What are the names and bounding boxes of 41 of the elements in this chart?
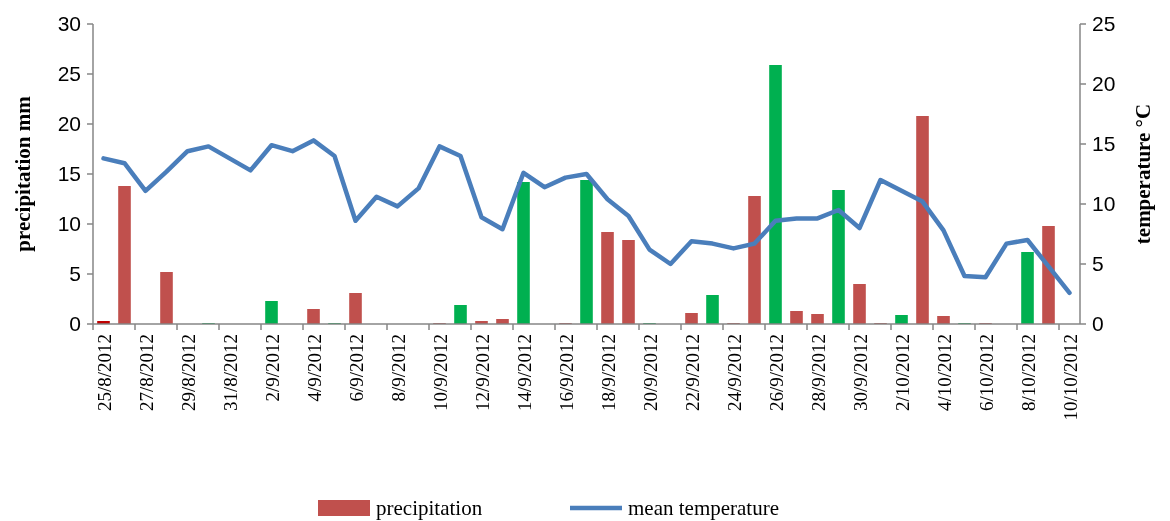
x-tick-label: 29/8/2012 [177, 334, 199, 412]
x-tick-label: 6/9/2012 [345, 334, 367, 402]
y-tick-label: 5 [69, 262, 81, 286]
x-tick-label: 4/9/2012 [303, 334, 325, 402]
y2-tick-label: 10 [1092, 192, 1116, 216]
x-tick-label: 28/9/2012 [807, 334, 829, 412]
x-tick-label: 31/8/2012 [219, 334, 241, 412]
legend-label: mean temperature [628, 496, 779, 521]
x-tick-label: 2/9/2012 [261, 334, 283, 402]
x-tick-label: 25/8/2012 [93, 334, 115, 412]
y-tick-label: 25 [57, 62, 81, 86]
x-tick-label: 24/9/2012 [723, 334, 745, 412]
y-tick-label: 20 [57, 112, 81, 136]
x-tick-label: 30/9/2012 [849, 334, 871, 412]
legend-label: precipitation [376, 496, 483, 521]
x-tick-label: 20/9/2012 [639, 334, 661, 412]
y-tick-label: 15 [57, 162, 81, 186]
x-tick-label: 8/10/2012 [1017, 334, 1039, 412]
x-tick-label: 26/9/2012 [765, 334, 787, 412]
y2-tick-label: 25 [1092, 12, 1116, 36]
y-tick-label: 0 [69, 312, 81, 336]
x-tick-label: 22/9/2012 [681, 334, 703, 412]
x-tick-label: 10/10/2012 [1059, 334, 1081, 421]
y2-tick-label: 20 [1092, 72, 1116, 96]
y2-tick-label: 5 [1092, 252, 1104, 276]
y-tick-label: 10 [57, 212, 81, 236]
y2-axis-title: temperature °C [1131, 103, 1155, 245]
x-tick-label: 16/9/2012 [555, 334, 577, 412]
x-tick-label: 6/10/2012 [975, 334, 997, 412]
x-tick-label: 27/8/2012 [135, 334, 157, 412]
x-tick-label: 12/9/2012 [471, 334, 493, 412]
x-tick-label: 8/9/2012 [387, 334, 409, 402]
y-tick-label: 30 [57, 12, 81, 36]
x-tick-label: 10/9/2012 [429, 334, 451, 412]
x-tick-label: 14/9/2012 [513, 334, 535, 412]
y2-tick-label: 0 [1092, 312, 1104, 336]
y2-tick-label: 15 [1092, 132, 1116, 156]
x-tick-label: 18/9/2012 [597, 334, 619, 412]
x-tick-label: 2/10/2012 [891, 334, 913, 412]
x-tick-label: 4/10/2012 [933, 334, 955, 412]
y-axis-title: precipitation mm [11, 95, 35, 252]
